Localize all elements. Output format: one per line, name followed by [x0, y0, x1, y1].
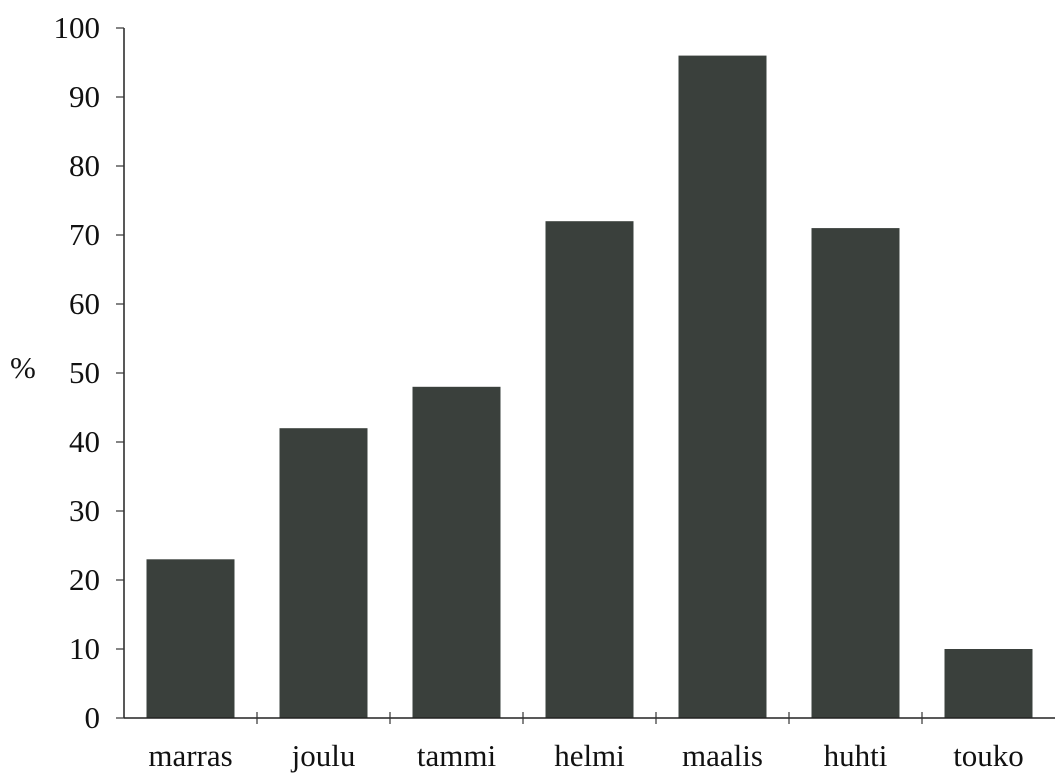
y-tick-label: 80	[69, 148, 100, 183]
y-tick-label: 40	[69, 424, 100, 459]
bar-joulu	[279, 428, 368, 718]
x-tick-label: touko	[953, 738, 1024, 773]
bar-tammi	[412, 386, 501, 718]
y-tick-label: 20	[69, 562, 100, 597]
y-tick-label: 70	[69, 217, 100, 252]
y-tick-label: 50	[69, 355, 100, 390]
x-tick-label: marras	[148, 738, 232, 773]
y-tick-label: 10	[69, 631, 100, 666]
x-tick-label: tammi	[417, 738, 497, 773]
x-tick-label: joulu	[291, 738, 356, 773]
y-tick-label: 90	[69, 79, 100, 114]
bar-huhti	[811, 228, 900, 718]
x-ticks-group: marras joulu tammi helmi maalis huhti touko	[148, 712, 1024, 773]
y-tick-label: 0	[85, 700, 101, 735]
y-tick-label: 60	[69, 286, 100, 321]
bar-touko	[944, 649, 1033, 718]
bar-marras	[146, 559, 235, 718]
x-tick-label: huhti	[824, 738, 888, 773]
y-tick-label: 30	[69, 493, 100, 528]
y-axis-label: %	[10, 350, 36, 385]
x-tick-label: maalis	[682, 738, 763, 773]
y-ticks-group: 0 10 20 30 40 50 60 70 80 90 100	[54, 10, 124, 735]
bar-helmi	[545, 221, 634, 718]
y-tick-label: 100	[54, 10, 101, 45]
x-tick-label: helmi	[554, 738, 625, 773]
bar-maalis	[678, 55, 767, 719]
bars-group	[146, 55, 1033, 719]
